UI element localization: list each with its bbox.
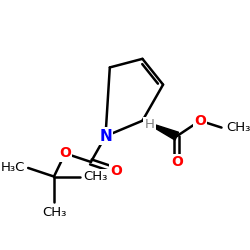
- Text: CH₃: CH₃: [42, 206, 66, 219]
- Text: O: O: [59, 146, 71, 160]
- Text: H₃C: H₃C: [0, 162, 25, 174]
- Text: O: O: [194, 114, 206, 128]
- Text: CH₃: CH₃: [83, 170, 108, 183]
- Text: CH₃: CH₃: [226, 121, 250, 134]
- Text: H: H: [144, 118, 154, 132]
- Text: N: N: [99, 129, 112, 144]
- Text: O: O: [171, 155, 183, 169]
- Text: O: O: [111, 164, 122, 177]
- Polygon shape: [142, 121, 178, 140]
